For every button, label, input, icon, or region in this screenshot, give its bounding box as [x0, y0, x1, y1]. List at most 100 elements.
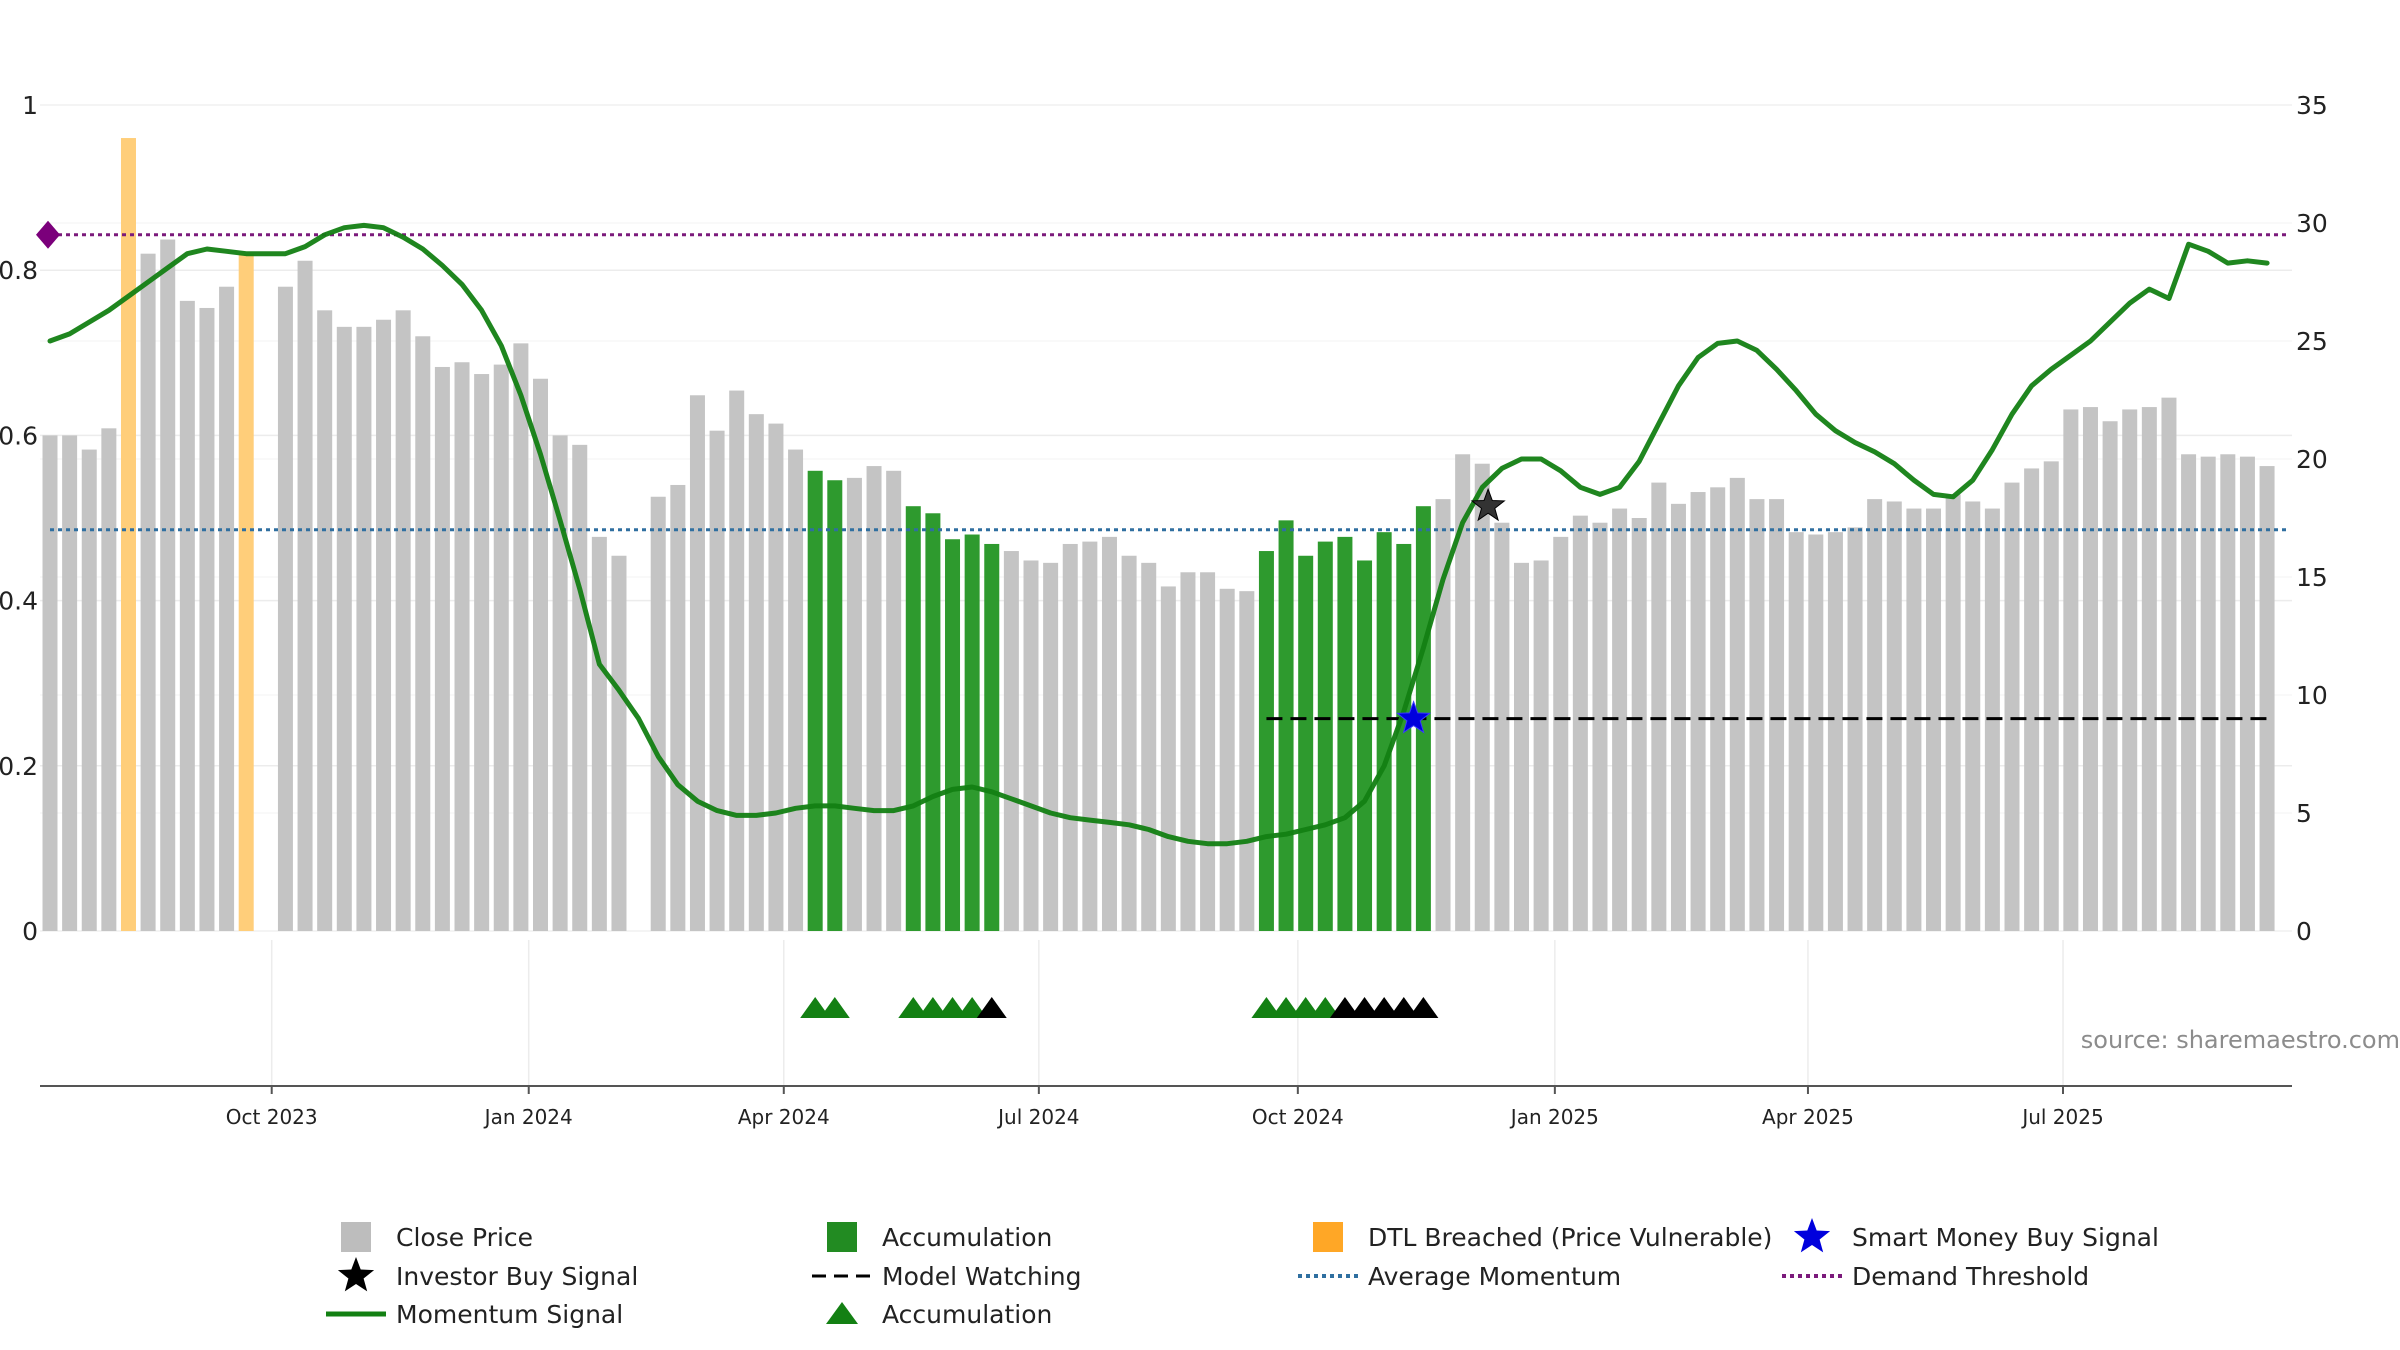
close-price-bar [1926, 508, 1942, 931]
legend-item: Close Price [341, 1222, 533, 1252]
legend-swatch [341, 1222, 371, 1252]
close-price-bar [788, 449, 804, 931]
close-price-bar [2122, 409, 2138, 931]
close-price-bar [1219, 588, 1235, 931]
y-right-tick-label: 25 [2296, 327, 2328, 356]
y-left-tick-label: 1 [22, 91, 38, 120]
close-price-bar [886, 470, 902, 931]
close-price-bar [2082, 407, 2098, 932]
close-price-bar [160, 239, 176, 931]
legend-label: Close Price [396, 1223, 533, 1252]
legend-item: Average Momentum [1298, 1262, 1621, 1291]
accumulation-bar [964, 534, 980, 931]
x-tick-label: Jan 2025 [1509, 1105, 1599, 1129]
close-price-bar [2063, 409, 2079, 931]
close-price-bar [1101, 536, 1117, 931]
legend-triangle-icon [826, 1302, 858, 1324]
x-tick-label: Apr 2024 [738, 1105, 830, 1129]
close-price-bar [1062, 543, 1078, 931]
price-bars [42, 138, 2275, 932]
legend-star-icon [1793, 1218, 1831, 1253]
model-watching-triangle [976, 997, 1007, 1018]
close-price-bar [1043, 562, 1059, 931]
y-left-tick-label: 0.6 [0, 421, 38, 450]
close-price-bar [1200, 572, 1216, 931]
close-price-bar [81, 449, 97, 931]
demand-threshold-diamond [36, 220, 60, 249]
close-price-bar [1710, 487, 1726, 931]
close-price-bar [1612, 508, 1628, 931]
close-price-bar [493, 364, 509, 932]
signal-lines [47, 222, 2288, 847]
x-tick-label: Jan 2024 [483, 1105, 573, 1129]
close-price-bar [2259, 466, 2275, 931]
close-price-bar [1906, 508, 1922, 931]
close-price-bar [2181, 454, 2197, 931]
y-left-tick-label: 0.2 [0, 752, 38, 781]
accumulation-triangle [1271, 997, 1302, 1018]
smart-money-buy-signal-star [1396, 700, 1432, 734]
close-price-bar [2239, 456, 2255, 931]
accumulation-triangle [957, 997, 988, 1018]
close-price-bar [2220, 454, 2236, 931]
close-price-bar [277, 286, 293, 932]
close-price-bar [1435, 499, 1451, 931]
accumulation-triangle [800, 997, 831, 1018]
close-price-bar [140, 253, 156, 931]
signal-markers [36, 220, 1506, 1018]
legend-label: Investor Buy Signal [396, 1262, 638, 1291]
close-price-bar [356, 326, 372, 932]
close-price-bar [2141, 407, 2157, 932]
accumulation-triangle [898, 997, 929, 1018]
legend-label: Smart Money Buy Signal [1852, 1223, 2159, 1252]
legend-label: Model Watching [882, 1262, 1082, 1291]
legend: Close Price Accumulation DTL Breached (Pri… [326, 1218, 2159, 1329]
close-price-bar [2161, 397, 2177, 931]
close-price-bar [1749, 499, 1765, 931]
accumulation-bar [1278, 520, 1294, 931]
accumulation-bar [827, 480, 843, 931]
close-price-bar [768, 423, 784, 931]
close-price-bar [533, 378, 548, 931]
close-price-bar [572, 444, 588, 931]
legend-label: DTL Breached (Price Vulnerable) [1368, 1223, 1772, 1252]
accumulation-bar [945, 539, 961, 931]
close-price-bar [1455, 454, 1471, 931]
close-price-bar [1023, 560, 1039, 931]
close-price-bar [729, 390, 745, 931]
close-price-bar [1690, 492, 1706, 931]
legend-item: Momentum Signal [326, 1300, 623, 1329]
close-price-bar [1533, 560, 1549, 931]
close-price-bar [42, 435, 58, 931]
legend-item: Smart Money Buy Signal [1793, 1218, 2159, 1253]
close-price-bar [219, 286, 235, 932]
legend-item: Accumulation [827, 1222, 1052, 1252]
close-price-bar [1474, 463, 1490, 931]
close-price-bar [1514, 562, 1529, 931]
close-price-bar [395, 310, 411, 931]
dtl-breached-bar [238, 253, 254, 931]
legend-label: Accumulation [882, 1223, 1052, 1252]
legend-label: Demand Threshold [1852, 1262, 2089, 1291]
accumulation-bar [905, 506, 921, 931]
legend-label: Momentum Signal [396, 1300, 623, 1329]
y-left-tick-label: 0.4 [0, 587, 38, 616]
close-price-bar [62, 435, 78, 931]
y-right-tick-label: 15 [2296, 563, 2328, 592]
close-price-bar [2004, 482, 2020, 931]
close-price-bar [1082, 541, 1098, 931]
close-price-bar [199, 307, 215, 932]
x-tick-label: Oct 2023 [226, 1105, 318, 1129]
investor-buy-signal-star [1470, 487, 1506, 522]
close-price-bar [1808, 534, 1824, 931]
model-watching-triangle [1349, 997, 1380, 1018]
legend-star-icon [337, 1257, 375, 1292]
close-price-bar [376, 319, 392, 931]
model-watching-triangle [1408, 997, 1439, 1018]
legend-swatch [1313, 1222, 1343, 1252]
legend-label: Average Momentum [1368, 1262, 1621, 1291]
y-right-tick-label: 30 [2296, 209, 2328, 238]
y-right-tick-label: 10 [2296, 681, 2328, 710]
